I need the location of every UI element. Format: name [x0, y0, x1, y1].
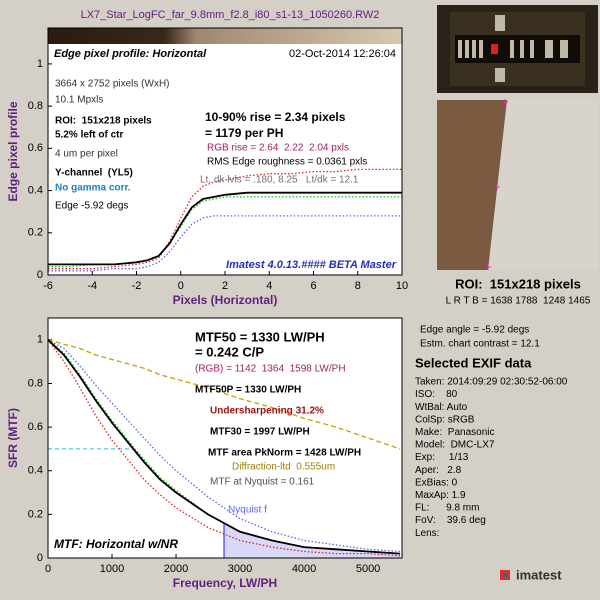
y-tick-label: 0.4 — [28, 465, 43, 477]
exif-line: FoV: 39.6 deg — [415, 515, 486, 526]
plot-area — [48, 44, 402, 275]
x-axis-label: Frequency, LW/PH — [173, 576, 277, 590]
svg-text:+: + — [484, 260, 491, 274]
series-line — [48, 215, 402, 272]
nyquist-region — [224, 523, 401, 558]
plot-frame — [47, 317, 403, 559]
series-line — [48, 168, 402, 270]
y-tick-label: 0.6 — [28, 421, 43, 433]
annotation: No gamma corr. — [55, 183, 131, 194]
x-tick-label: 4000 — [292, 563, 316, 575]
edge-angle: Edge angle = -5.92 degs — [420, 325, 529, 336]
exif-title: Selected EXIF data — [415, 355, 532, 370]
plot-frame — [47, 27, 403, 276]
exif-line: Lens: — [415, 528, 439, 539]
annotation: = 0.242 C/P — [195, 344, 264, 359]
series-line — [47, 339, 401, 557]
exif-line: Exp: 1/13 — [415, 452, 469, 463]
y-tick-label: 0.6 — [28, 142, 43, 154]
plot-title: Edge pixel profile: Horizontal — [54, 48, 207, 60]
edge-strip — [48, 28, 402, 44]
logo: imatest — [500, 567, 562, 582]
annotation: Diffraction-ltd 0.555um — [232, 462, 335, 473]
x-tick-label: -6 — [43, 280, 53, 292]
nyquist-label: Nyquist f — [228, 505, 267, 516]
y-axis-label: Edge pixel profile — [6, 101, 20, 201]
exif-line: Taken: 2014:09:29 02:30:52-06:00 — [415, 377, 568, 388]
plot-date: 02-Oct-2014 12:26:04 — [289, 48, 396, 60]
annotation: 10-90% rise = 2.34 pixels — [205, 110, 346, 124]
series-line — [48, 191, 402, 266]
roi-size: ROI: 151x218 pixels — [455, 276, 581, 291]
annotation: RMS Edge roughness = 0.0361 pxls — [207, 157, 367, 168]
annotation: RGB rise = 2.64 2.22 2.04 pxls — [207, 143, 349, 154]
y-tick-label: 0 — [37, 269, 43, 281]
x-tick-label: -2 — [132, 280, 142, 292]
x-tick-label: 5000 — [356, 563, 380, 575]
exif-line: Model: DMC-LX7 — [415, 440, 495, 451]
file-title: LX7_Star_LogFC_far_9.8mm_f2.8_i80_s1-13_… — [81, 9, 380, 21]
exif-line: ExBias: 0 — [415, 477, 458, 488]
y-tick-label: 0.8 — [28, 377, 43, 389]
annotation: 10.1 Mpxls — [55, 95, 103, 106]
annotation: (RGB) = 1142 1364 1598 LW/PH — [195, 364, 346, 375]
y-tick-label: 0.2 — [28, 508, 43, 520]
annotation: MTF30 = 1997 LW/PH — [210, 427, 310, 438]
annotation: Edge -5.92 degs — [55, 201, 128, 212]
annotation: 5.2% left of ctr — [55, 130, 123, 141]
x-tick-label: 10 — [396, 280, 408, 292]
x-tick-label: 0 — [45, 563, 51, 575]
y-tick-label: 0.8 — [28, 100, 43, 112]
x-tick-label: 2 — [222, 280, 228, 292]
annotation: Y-channel (YL5) — [55, 168, 133, 179]
exif-line: FL: 9.8 mm — [415, 503, 479, 514]
svg-text:+: + — [501, 95, 508, 109]
annotation: Lt, dk lvls = .180, 8.25 Lt/dk = 12.1 — [200, 175, 359, 186]
series-line — [47, 339, 401, 555]
plot-title: MTF: Horizontal w/NR — [54, 537, 178, 551]
annotation: MTF50 = 1330 LW/PH — [195, 329, 325, 344]
x-tick-label: 8 — [355, 280, 361, 292]
x-axis-label: Pixels (Horizontal) — [173, 293, 278, 307]
roi-lrtb: L R T B = 1638 1788 1248 1465 — [446, 296, 591, 307]
annotation: MTF at Nyquist = 0.161 — [210, 477, 315, 488]
y-tick-label: 0.2 — [28, 227, 43, 239]
y-tick-label: 0.4 — [28, 184, 43, 196]
annotation: ROI: 151x218 pixels — [55, 116, 152, 127]
annotation: 3664 x 2752 pixels (WxH) — [55, 79, 170, 90]
annotation: 4 um per pixel — [55, 149, 118, 160]
annotation: = 1179 per PH — [205, 126, 283, 140]
y-axis-label: SFR (MTF) — [6, 408, 20, 468]
plot-area — [48, 318, 402, 558]
x-tick-label: 1000 — [100, 563, 124, 575]
exif-line: MaxAp: 1.9 — [415, 490, 466, 501]
thumbnail-overview — [437, 5, 598, 93]
y-tick-label: 1 — [37, 58, 43, 70]
x-tick-label: 3000 — [228, 563, 252, 575]
x-tick-label: 6 — [310, 280, 316, 292]
exif-line: WtBal: Auto — [415, 402, 468, 413]
exif-line: Make: Panasonic — [415, 427, 495, 438]
series-line — [47, 339, 401, 450]
x-tick-label: 4 — [266, 280, 272, 292]
annotation: MTF area PkNorm = 1428 LW/PH — [208, 448, 361, 459]
x-tick-label: -4 — [87, 280, 97, 292]
x-tick-label: 2000 — [164, 563, 188, 575]
y-tick-label: 1 — [37, 334, 43, 346]
svg-text:+: + — [493, 180, 500, 194]
exif-line: ISO: 80 — [415, 389, 458, 400]
roi-image: + + + — [437, 95, 598, 274]
annotation: Undersharpening 31.2% — [210, 406, 324, 417]
exif-line: ColSp: sRGB — [415, 414, 475, 425]
exif-line: Aper: 2.8 — [415, 465, 462, 476]
annotation: MTF50P = 1330 LW/PH — [195, 385, 301, 396]
y-tick-label: 0 — [37, 552, 43, 564]
chart-contrast: Estm. chart contrast = 12.1 — [420, 339, 540, 350]
logo-text: imatest — [516, 567, 562, 582]
plot-footer: Imatest 4.0.13.#### BETA Master — [226, 259, 397, 271]
x-tick-label: 0 — [178, 280, 184, 292]
